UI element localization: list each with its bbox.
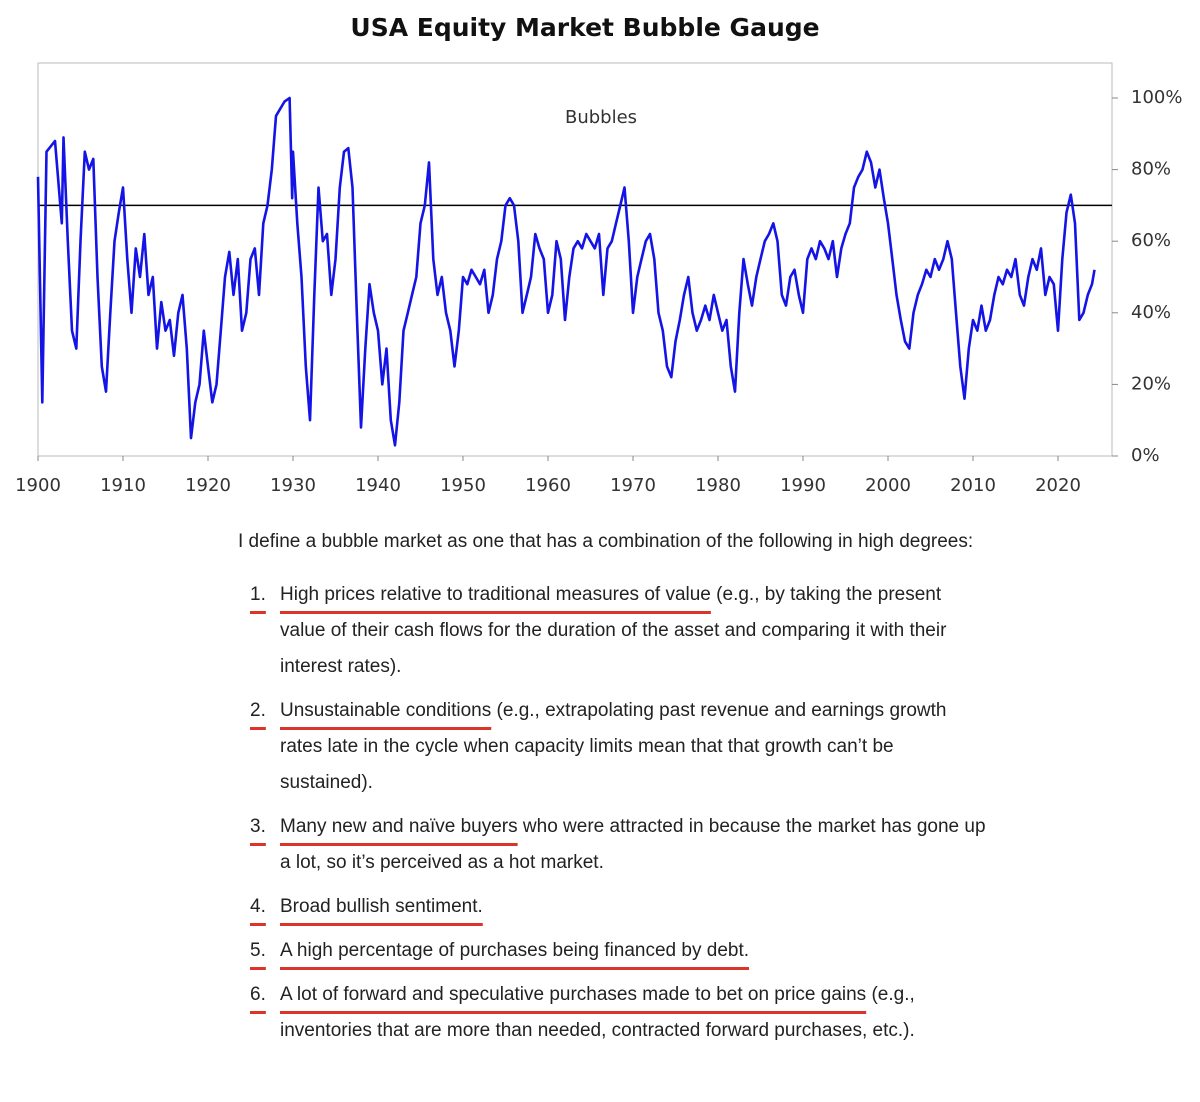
y-tick-label: 80% xyxy=(1131,159,1171,180)
y-tick-label: 20% xyxy=(1131,373,1171,394)
x-tick-label: 1950 xyxy=(440,475,486,496)
item-underlined: A lot of forward and speculative purchas… xyxy=(280,984,867,1005)
item-text: (e.g., extrapolating past revenue and ea… xyxy=(280,700,947,793)
x-tick-label: 1920 xyxy=(185,475,231,496)
x-tick-label: 2020 xyxy=(1035,475,1081,496)
x-tick-label: 2010 xyxy=(950,475,996,496)
chart: USA Equity Market Bubble Gauge Bubbles 0… xyxy=(15,13,1182,496)
item-underlined: Broad bullish sentiment. xyxy=(280,896,483,917)
item-underlined: Unsustainable conditions xyxy=(280,700,492,721)
item-text: (e.g., by taking the present value of th… xyxy=(280,584,947,677)
item-underlined: A high percentage of purchases being fin… xyxy=(280,940,750,961)
x-tick-label: 1900 xyxy=(15,475,61,496)
x-tick-label: 2000 xyxy=(865,475,911,496)
item-number: 2. xyxy=(250,700,266,721)
x-tick-label: 1990 xyxy=(780,475,826,496)
item-text: who were attracted in because the market… xyxy=(280,816,986,873)
item-underlined: High prices relative to traditional meas… xyxy=(280,584,711,605)
y-tick-label: 60% xyxy=(1131,230,1171,251)
x-tick-label: 1940 xyxy=(355,475,401,496)
intro: I define a bubble market as one that has… xyxy=(238,531,974,552)
y-tick-label: 0% xyxy=(1131,445,1160,466)
item-underlined: Many new and naïve buyers xyxy=(280,816,518,837)
item-number: 1. xyxy=(250,584,266,605)
annotation: Bubbles xyxy=(565,107,637,128)
list-item: 5. A high percentage of purchases being f… xyxy=(238,933,988,969)
list-item: 3. Many new and naïve buyers who were att… xyxy=(238,809,988,881)
list-item: 6. A lot of forward and speculative purch… xyxy=(238,977,988,1049)
list: 1. High prices relative to traditional me… xyxy=(238,577,988,1049)
item-number: 5. xyxy=(250,940,266,961)
item-number: 6. xyxy=(250,984,266,1005)
list-item: 2. Unsustainable conditions (e.g., extrap… xyxy=(238,693,988,801)
item-text: (e.g., inventories that are more than ne… xyxy=(280,984,915,1041)
list-item: 1. High prices relative to traditional me… xyxy=(238,577,988,685)
x-tick-label: 1960 xyxy=(525,475,571,496)
document: I define a bubble market as one that has… xyxy=(238,524,988,1057)
y-tick-label: 100% xyxy=(1131,87,1182,108)
line-series xyxy=(36,96,1096,447)
plot-frame xyxy=(37,62,1113,457)
list-item: 4. Broad bullish sentiment. xyxy=(238,889,988,925)
item-number: 3. xyxy=(250,816,266,837)
chart-title: USA Equity Market Bubble Gauge xyxy=(350,13,819,42)
x-tick-label: 1930 xyxy=(270,475,316,496)
y-tick-label: 40% xyxy=(1131,302,1171,323)
x-tick-label: 1980 xyxy=(695,475,741,496)
item-number: 4. xyxy=(250,896,266,917)
x-tick-label: 1910 xyxy=(100,475,146,496)
x-tick-label: 1970 xyxy=(610,475,656,496)
